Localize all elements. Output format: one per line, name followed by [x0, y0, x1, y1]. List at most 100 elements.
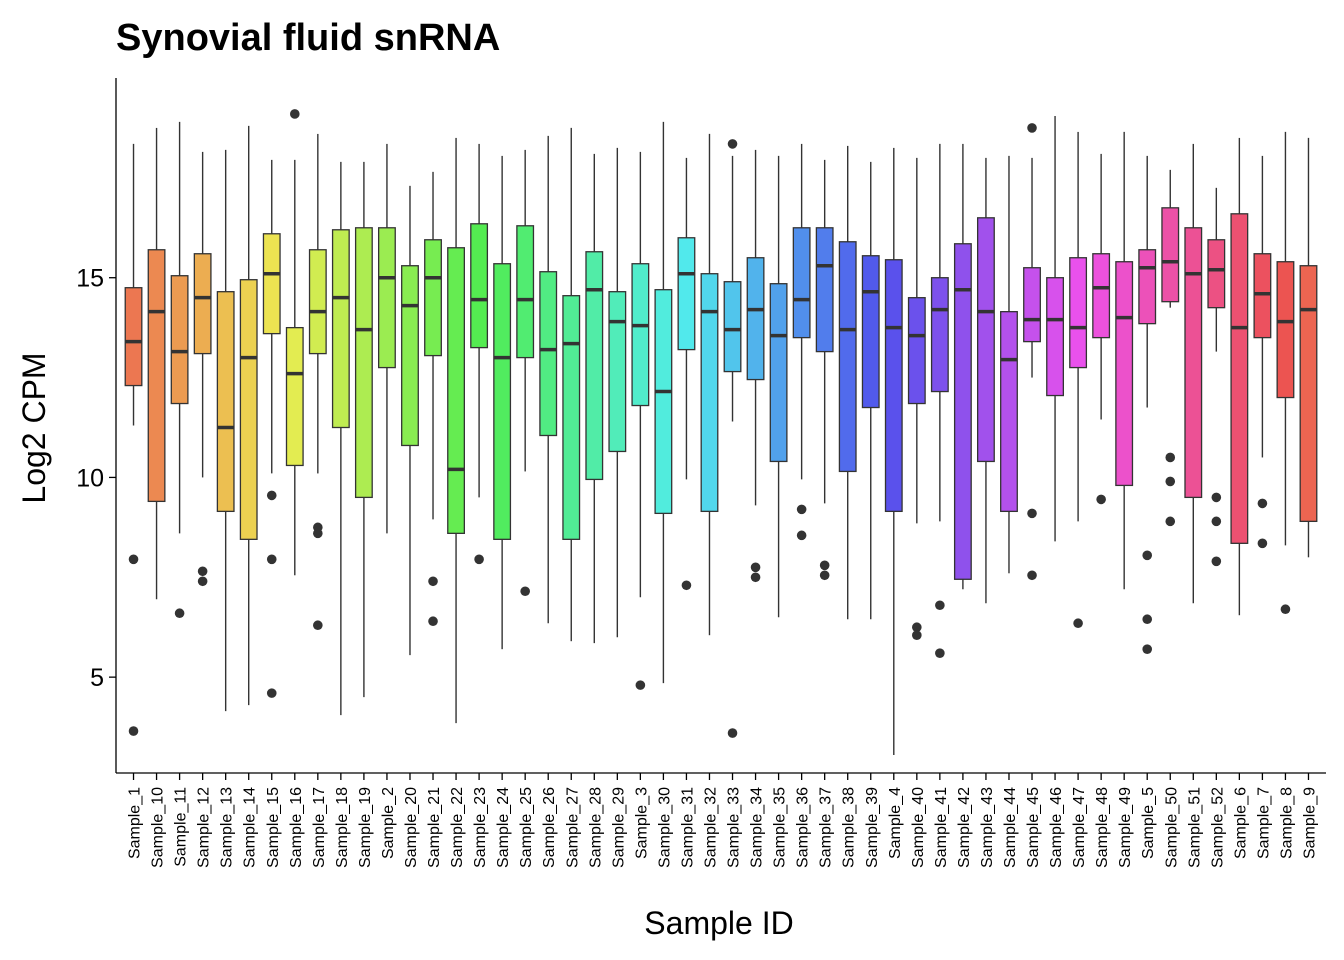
x-tick-label: Sample_21 — [426, 787, 443, 868]
x-tick-label: Sample_19 — [357, 787, 374, 868]
box-iqr — [170, 275, 189, 405]
x-tick-label: Sample_49 — [1117, 787, 1134, 868]
box-Sample_23 — [470, 143, 489, 565]
box-Sample_42 — [953, 143, 972, 590]
x-tick-label: Sample_35 — [772, 787, 789, 868]
x-tick-label: Sample_34 — [749, 787, 766, 868]
box-iqr — [792, 227, 811, 339]
x-tick-label: Sample_31 — [679, 787, 696, 868]
box-Sample_34 — [746, 149, 765, 583]
x-tick-label: Sample_45 — [1025, 787, 1042, 868]
x-tick-label: Sample_40 — [910, 787, 927, 868]
chart-title: Synovial fluid snRNA — [116, 17, 500, 59]
x-tick-label: Sample_38 — [841, 787, 858, 868]
outlier-point — [1211, 492, 1222, 503]
box-iqr — [654, 289, 673, 515]
outlier-point — [128, 554, 139, 565]
x-tick-label: Sample_3 — [633, 787, 650, 859]
box-iqr — [884, 259, 903, 513]
outlier-point — [935, 648, 945, 658]
x-tick-label: Sample_39 — [864, 787, 881, 868]
outlier-point — [750, 572, 761, 583]
outlier-point — [128, 726, 139, 736]
x-tick-label: Sample_2 — [380, 787, 397, 859]
outlier-point — [1257, 498, 1268, 509]
x-tick-label: Sample_8 — [1278, 787, 1295, 859]
y-tick-label: 10 — [76, 464, 104, 492]
x-tick-label: Sample_42 — [956, 787, 973, 868]
box-iqr — [1092, 253, 1111, 339]
box-iqr — [723, 281, 742, 373]
box-iqr — [585, 251, 604, 481]
box-iqr — [562, 295, 581, 540]
x-tick-label: Sample_4 — [887, 787, 904, 859]
outlier-point — [1142, 550, 1153, 561]
x-tick-label: Sample_7 — [1255, 787, 1272, 859]
box-Sample_14 — [239, 125, 258, 706]
box-Sample_9 — [1299, 137, 1318, 558]
x-tick-label: Sample_18 — [334, 787, 351, 868]
box-iqr — [239, 279, 258, 540]
x-tick-label: Sample_26 — [541, 787, 558, 868]
outlier-point — [819, 560, 830, 571]
x-tick-label: Sample_22 — [449, 787, 466, 868]
outlier-point — [428, 576, 438, 587]
box-Sample_28 — [585, 153, 604, 644]
x-axis-title: Sample ID — [644, 905, 793, 941]
x-axis-ticks: Sample_1 Sample_10 Sample_11 Sample_12 Sampl… — [127, 773, 1318, 868]
outlier-point — [912, 622, 922, 633]
box-Sample_31 — [677, 157, 696, 591]
box-iqr — [1138, 249, 1157, 325]
outlier-point — [197, 576, 208, 587]
box-iqr — [861, 255, 880, 409]
box-iqr — [815, 227, 834, 353]
box-iqr — [493, 263, 512, 540]
box-Sample_19 — [354, 161, 373, 698]
x-tick-label: Sample_29 — [610, 787, 627, 868]
box-iqr — [401, 265, 419, 447]
box-iqr — [539, 271, 558, 437]
outlier-point — [796, 530, 807, 541]
x-tick-label: Sample_41 — [933, 787, 950, 868]
outlier-point — [1257, 538, 1268, 549]
y-axis-ticks: 5 10 15 — [76, 265, 116, 692]
box-Sample_48 — [1092, 153, 1111, 505]
x-tick-label: Sample_5 — [1140, 787, 1157, 859]
y-tick-label: 5 — [90, 664, 104, 692]
x-tick-label: Sample_46 — [1048, 787, 1065, 868]
x-tick-label: Sample_27 — [564, 787, 581, 868]
x-tick-label: Sample_6 — [1232, 787, 1249, 859]
x-tick-label: Sample_12 — [196, 787, 213, 868]
outlier-point — [1027, 570, 1037, 581]
outlier-point — [266, 554, 277, 565]
box-iqr — [769, 283, 788, 463]
x-tick-label: Sample_14 — [242, 787, 259, 868]
x-tick-label: Sample_30 — [656, 787, 673, 868]
box-Sample_22 — [447, 137, 466, 724]
box-Sample_30 — [654, 121, 673, 684]
box-iqr — [354, 227, 373, 499]
box-iqr — [262, 233, 281, 335]
box-iqr — [838, 241, 857, 473]
outlier-point — [750, 562, 761, 573]
box-iqr — [331, 229, 350, 429]
box-iqr — [1115, 261, 1134, 487]
outlier-point — [1165, 452, 1176, 463]
x-tick-label: Sample_1 — [127, 787, 144, 859]
x-tick-label: Sample_43 — [979, 787, 996, 868]
x-tick-label: Sample_16 — [288, 787, 305, 868]
box-Sample_41 — [930, 143, 949, 658]
box-iqr — [147, 249, 166, 503]
outlier-point — [727, 728, 738, 738]
box-Sample_1 — [124, 143, 143, 736]
box-Sample_49 — [1115, 131, 1134, 590]
outlier-point — [1165, 516, 1176, 527]
box-Sample_26 — [539, 135, 558, 624]
box-iqr — [1207, 239, 1226, 309]
outlier-point — [1211, 556, 1222, 567]
box-Sample_10 — [147, 127, 166, 600]
box-iqr — [124, 287, 143, 387]
x-tick-label: Sample_9 — [1301, 787, 1318, 859]
box-Sample_15 — [262, 159, 281, 698]
box-Sample_37 — [815, 159, 834, 581]
